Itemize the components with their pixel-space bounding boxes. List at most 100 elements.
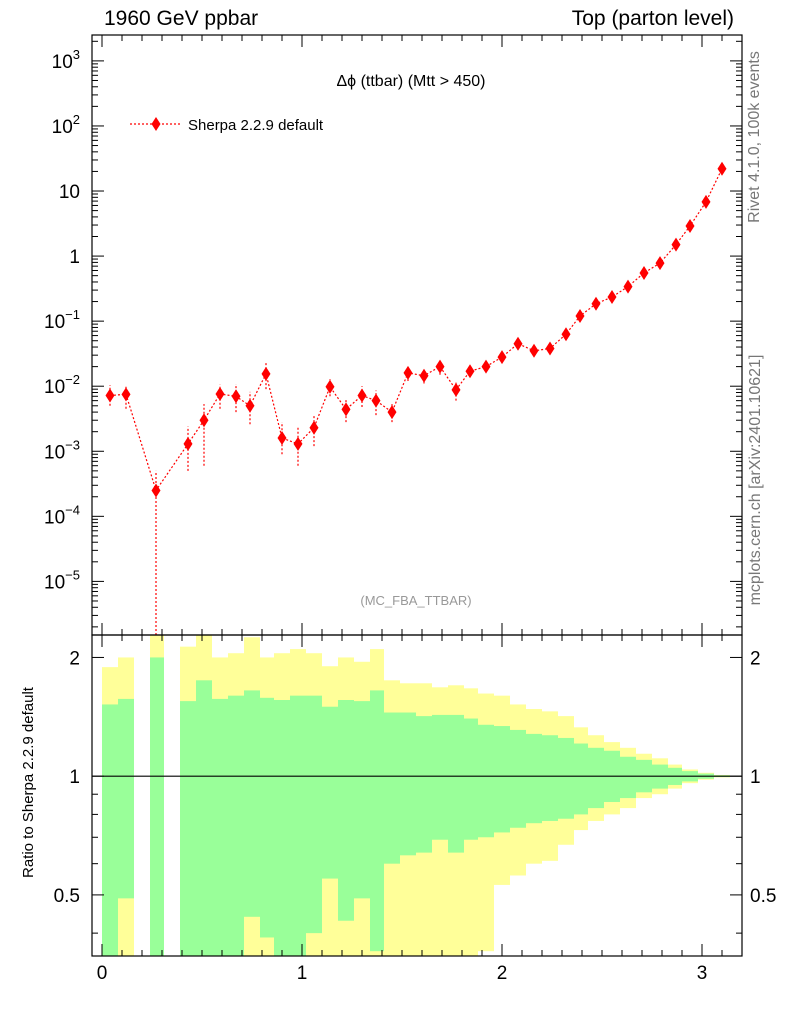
data-point-6 bbox=[231, 389, 241, 404]
data-point-17 bbox=[403, 365, 413, 380]
data-point-1 bbox=[121, 387, 131, 402]
data-point-31 bbox=[623, 279, 633, 294]
ratio-band-green-29 bbox=[588, 747, 604, 809]
ratio-band-green-18 bbox=[416, 716, 432, 853]
data-point-36 bbox=[701, 194, 711, 209]
data-point-16 bbox=[387, 405, 397, 420]
legend-label: Sherpa 2.2.9 default bbox=[188, 117, 324, 134]
data-point-0 bbox=[105, 388, 115, 403]
ratio-band-green-28 bbox=[574, 743, 588, 815]
data-point-18 bbox=[419, 368, 429, 383]
main-y-tick-label-8: 103 bbox=[52, 47, 80, 73]
ratio-band-green-4 bbox=[196, 680, 212, 956]
data-point-24 bbox=[513, 336, 523, 351]
main-y-tick-label-1: 10−4 bbox=[44, 502, 80, 528]
ratio-band-green-31 bbox=[620, 756, 636, 799]
ratio-band-green-6 bbox=[228, 695, 244, 956]
main-y-tick-label-7: 102 bbox=[52, 112, 80, 138]
data-point-3 bbox=[183, 436, 193, 451]
data-point-15 bbox=[371, 393, 381, 408]
data-point-12 bbox=[325, 379, 335, 394]
ratio-band-green-19 bbox=[432, 714, 448, 840]
data-point-27 bbox=[561, 327, 571, 342]
data-point-13 bbox=[341, 402, 351, 417]
ratio-band-green-15 bbox=[370, 690, 384, 952]
ratio-y-tick-label-1: 1 bbox=[69, 767, 80, 788]
ratio-band-green-2 bbox=[150, 657, 164, 956]
data-point-4 bbox=[199, 413, 209, 428]
data-point-35 bbox=[685, 218, 695, 233]
ratio-band-green-5 bbox=[212, 698, 228, 956]
data-point-32 bbox=[639, 265, 649, 280]
x-tick-label-3: 3 bbox=[697, 963, 708, 984]
data-point-10 bbox=[293, 436, 303, 451]
ratio-band-green-9 bbox=[274, 700, 290, 956]
ratio-band-green-1 bbox=[118, 698, 134, 899]
main-series-group bbox=[105, 161, 727, 635]
ratio-band-green-25 bbox=[526, 733, 542, 824]
data-point-25 bbox=[529, 343, 539, 358]
legend-marker bbox=[151, 117, 161, 131]
data-point-37 bbox=[717, 161, 727, 176]
ratio-band-green-26 bbox=[542, 735, 558, 821]
data-point-21 bbox=[465, 364, 475, 379]
data-point-11 bbox=[309, 420, 319, 435]
ratio-band-green-8 bbox=[260, 697, 274, 938]
ratio-band-green-21 bbox=[464, 718, 478, 840]
data-point-23 bbox=[497, 350, 507, 365]
main-y-tick-label-5: 1 bbox=[69, 247, 80, 268]
data-point-2 bbox=[151, 483, 161, 498]
ratio-y-tick-label-0: 0.5 bbox=[54, 886, 80, 907]
ratio-band-green-13 bbox=[338, 700, 354, 921]
data-point-28 bbox=[575, 308, 585, 323]
data-point-30 bbox=[607, 289, 617, 304]
main-y-tick-label-4: 10−1 bbox=[44, 307, 80, 333]
legend: Sherpa 2.2.9 default bbox=[130, 117, 324, 134]
main-y-tick-label-0: 10−5 bbox=[44, 567, 80, 593]
ratio-y-tick-label-right-1: 1 bbox=[750, 767, 761, 788]
data-point-20 bbox=[451, 382, 461, 397]
data-point-14 bbox=[357, 388, 367, 403]
data-point-34 bbox=[671, 237, 681, 252]
ratio-band-green-27 bbox=[558, 737, 574, 819]
ratio-band-green-12 bbox=[322, 706, 338, 879]
chart-title: Δϕ (ttbar) (Mtt > 450) bbox=[336, 73, 485, 90]
ratio-band-green-3 bbox=[180, 701, 196, 956]
ratio-band-green-24 bbox=[510, 729, 526, 828]
data-point-9 bbox=[277, 430, 287, 445]
main-y-tick-label-2: 10−3 bbox=[44, 437, 80, 463]
ratio-band-group bbox=[102, 635, 730, 956]
ratio-band-green-7 bbox=[244, 690, 260, 917]
x-tick-label-2: 2 bbox=[497, 963, 508, 984]
data-point-22 bbox=[481, 359, 491, 374]
data-point-5 bbox=[215, 386, 225, 401]
ratio-plot-frame bbox=[91, 634, 743, 957]
ratio-band-green-23 bbox=[494, 726, 510, 833]
ratio-y-tick-label-right-2: 2 bbox=[750, 648, 761, 669]
analysis-label: (MC_FBA_TTBAR) bbox=[360, 593, 471, 608]
main-y-tick-label-6: 10 bbox=[59, 182, 80, 203]
ratio-y-tick-label-2: 2 bbox=[69, 648, 80, 669]
data-point-33 bbox=[655, 256, 665, 271]
ratio-band-green-14 bbox=[354, 701, 370, 899]
data-point-26 bbox=[545, 341, 555, 356]
main-y-tick-label-3: 10−2 bbox=[44, 372, 80, 398]
ratio-band-green-0 bbox=[102, 704, 118, 956]
ratio-band-green-11 bbox=[306, 695, 322, 934]
x-tick-label-1: 1 bbox=[297, 963, 308, 984]
data-point-8 bbox=[261, 366, 271, 381]
data-point-19 bbox=[435, 359, 445, 374]
axes-group: 10−5 10−4 10−3 10−2 10−1 1 10 102 103 0 1 2 3 0.5 0.5 1… bbox=[44, 34, 776, 984]
header-left-label: 1960 GeV ppbar bbox=[104, 7, 259, 30]
ratio-band-green-10 bbox=[290, 695, 306, 956]
data-point-7 bbox=[245, 398, 255, 413]
ratio-band-green-20 bbox=[448, 714, 464, 853]
ratio-y-tick-label-right-0: 0.5 bbox=[750, 886, 776, 907]
series-line bbox=[109, 168, 723, 492]
ratio-band-green-22 bbox=[478, 724, 494, 838]
data-point-29 bbox=[591, 296, 601, 311]
header-right-label: Top (parton level) bbox=[571, 7, 734, 30]
ratio-band-green-17 bbox=[400, 712, 416, 856]
ratio-band-green-16 bbox=[384, 712, 400, 864]
